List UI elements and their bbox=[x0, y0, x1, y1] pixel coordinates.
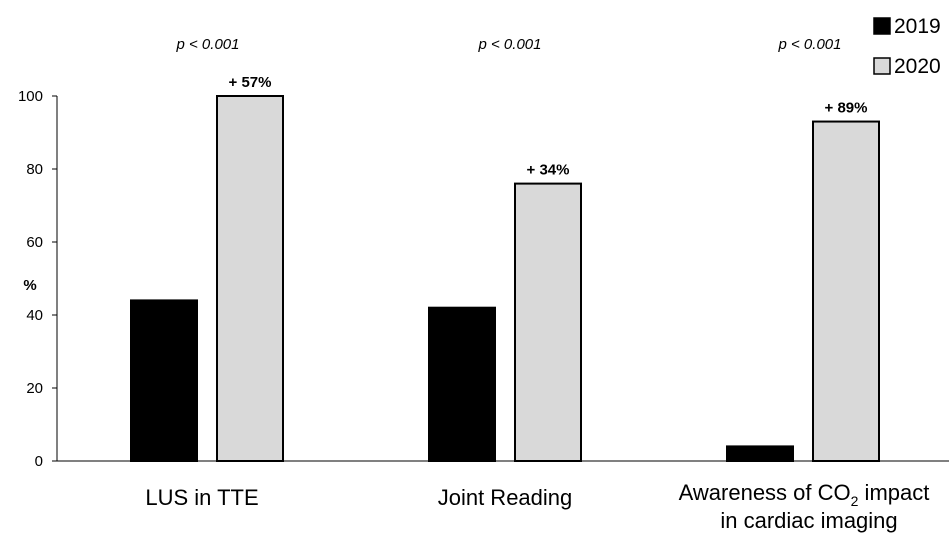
bar-2020-1 bbox=[216, 95, 284, 462]
legend-swatch-2019 bbox=[873, 17, 891, 35]
change-label: + 89% bbox=[825, 100, 868, 117]
legend-swatch-2020 bbox=[873, 57, 891, 75]
p-value-label: p < 0.001 bbox=[778, 36, 842, 53]
bar-2019-3 bbox=[726, 445, 794, 462]
bar-2020-2 bbox=[514, 182, 582, 462]
change-label: + 34% bbox=[527, 162, 570, 179]
y-tick-label: 20 bbox=[26, 380, 43, 397]
y-axis: 0 20 40 60 80 100% bbox=[18, 88, 949, 470]
bars bbox=[130, 95, 880, 463]
y-tick-label: 40 bbox=[26, 307, 43, 324]
p-value-label: p < 0.001 bbox=[176, 36, 240, 53]
category-label: Joint Reading bbox=[438, 485, 573, 510]
category-labels: LUS in TTE Joint Reading Awareness of CO2 … bbox=[145, 480, 929, 533]
bar-2020-3 bbox=[812, 120, 880, 463]
legend-label: 2019 bbox=[894, 15, 941, 38]
y-tick-label: 100 bbox=[18, 88, 43, 105]
category-label: LUS in TTE bbox=[145, 485, 258, 510]
category-label: Awareness of CO2 impact bbox=[679, 480, 930, 509]
bar-2019-2 bbox=[428, 306, 496, 463]
change-label: + 57% bbox=[229, 74, 272, 91]
y-axis-label: % bbox=[23, 277, 36, 294]
legend-label: 2020 bbox=[894, 55, 941, 78]
y-tick-label: 80 bbox=[26, 161, 43, 178]
category-label: in cardiac imaging bbox=[720, 508, 897, 533]
annotations: p < 0.001 p < 0.001 p < 0.001 + 57% + 34% + 8… bbox=[176, 36, 868, 179]
bar-2019-1 bbox=[130, 299, 198, 462]
legend: 2019 2020 bbox=[873, 15, 941, 78]
y-tick-label: 0 bbox=[35, 453, 43, 470]
y-tick-label: 60 bbox=[26, 234, 43, 251]
p-value-label: p < 0.001 bbox=[478, 36, 542, 53]
